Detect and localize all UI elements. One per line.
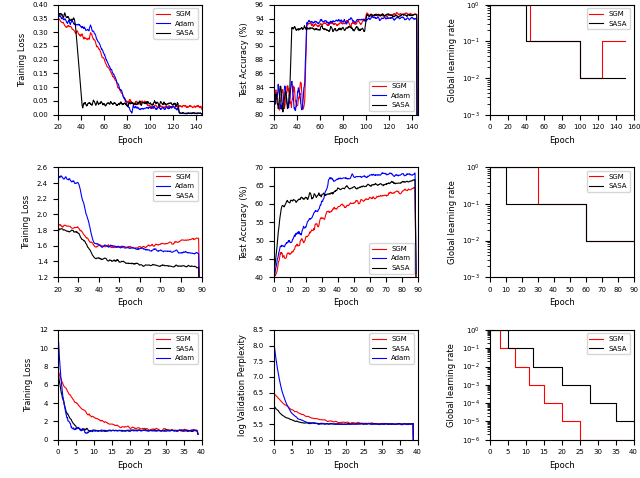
X-axis label: Epoch: Epoch — [116, 136, 143, 145]
Y-axis label: Test Accuracy (%): Test Accuracy (%) — [241, 22, 250, 97]
Y-axis label: Training Loss: Training Loss — [22, 195, 31, 250]
X-axis label: Epoch: Epoch — [333, 461, 358, 470]
Legend: SGM, SASA: SGM, SASA — [587, 333, 630, 354]
Y-axis label: Global learning rate: Global learning rate — [447, 18, 456, 102]
Y-axis label: log Validation Perplexity: log Validation Perplexity — [238, 334, 247, 436]
X-axis label: Epoch: Epoch — [116, 461, 143, 470]
Legend: SGM, Adam, SASA: SGM, Adam, SASA — [369, 243, 414, 274]
X-axis label: Epoch: Epoch — [116, 298, 143, 307]
Legend: SGM, SASA, Adam: SGM, SASA, Adam — [369, 333, 414, 364]
Y-axis label: Training Loss: Training Loss — [24, 358, 33, 412]
Legend: SGM, SASA: SGM, SASA — [587, 171, 630, 192]
Y-axis label: Training Loss: Training Loss — [17, 33, 27, 87]
Y-axis label: Global learning rate: Global learning rate — [447, 343, 456, 427]
X-axis label: Epoch: Epoch — [333, 298, 358, 307]
Legend: SGM, SASA, Adam: SGM, SASA, Adam — [153, 333, 198, 364]
X-axis label: Epoch: Epoch — [333, 136, 358, 145]
Legend: SGM, Adam, SASA: SGM, Adam, SASA — [153, 171, 198, 201]
Legend: SGM, Adam, SASA: SGM, Adam, SASA — [369, 81, 414, 111]
Y-axis label: Global learning rate: Global learning rate — [447, 180, 456, 264]
X-axis label: Epoch: Epoch — [548, 298, 575, 307]
Legend: SGM, SASA: SGM, SASA — [587, 8, 630, 29]
Legend: SGM, Adam, SASA: SGM, Adam, SASA — [153, 8, 198, 39]
Y-axis label: Test Accuracy (%): Test Accuracy (%) — [241, 185, 250, 260]
X-axis label: Epoch: Epoch — [548, 461, 575, 470]
X-axis label: Epoch: Epoch — [548, 136, 575, 145]
